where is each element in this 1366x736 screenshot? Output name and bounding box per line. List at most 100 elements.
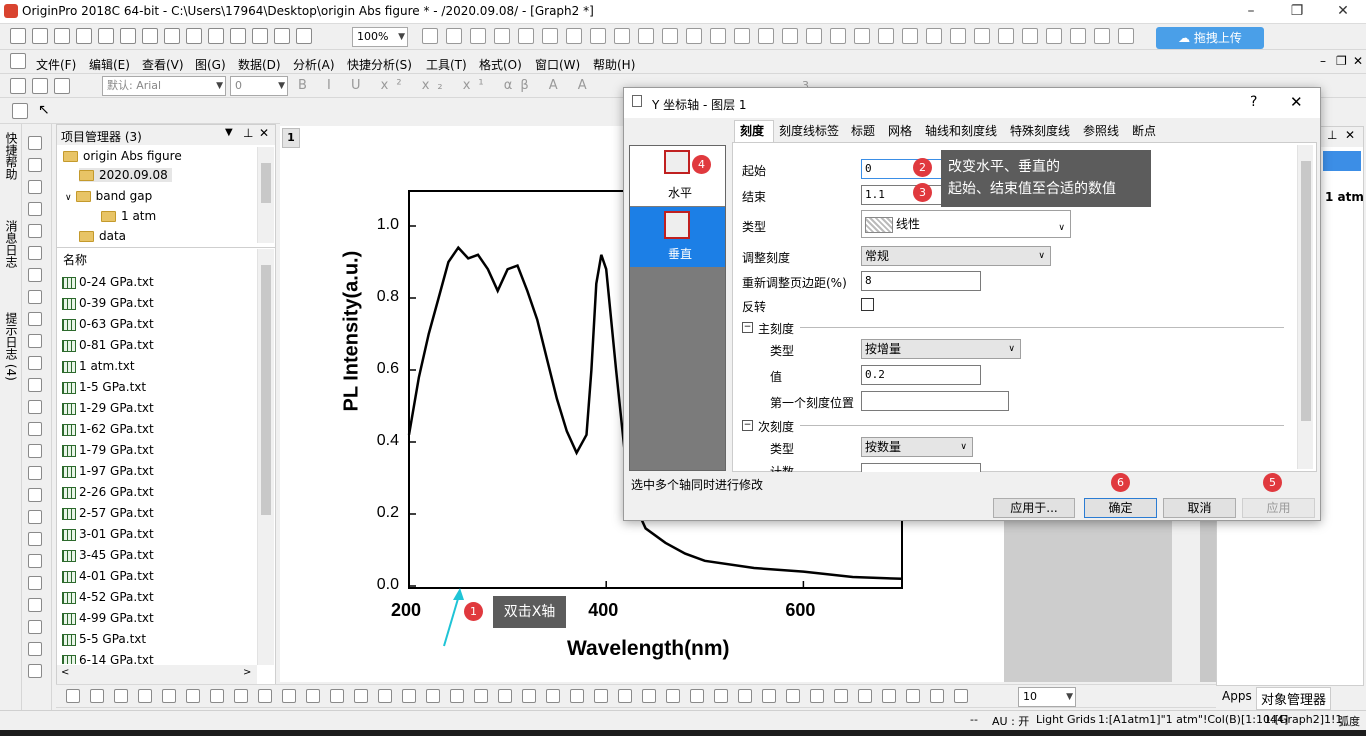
bottom-toolbar-icon[interactable] [282, 689, 296, 703]
rescale-select[interactable]: 常规 ∨ [861, 246, 1051, 266]
list-hscrollbar[interactable]: < > [57, 665, 257, 685]
side-tab-messages[interactable]: 消息日志 [4, 220, 18, 268]
tool-button-icon[interactable] [28, 620, 42, 634]
tab-grid[interactable]: 网格 [888, 124, 913, 138]
bottom-toolbar-icon[interactable] [546, 689, 560, 703]
side-tab-quick-help[interactable]: 快捷帮助 [4, 132, 18, 180]
file-list-item[interactable]: 0-24 GPa.txt [62, 272, 154, 293]
tool-button-icon[interactable] [28, 158, 42, 172]
pin-icon[interactable]: ▼ [225, 127, 233, 138]
chevron-right-icon[interactable]: > [243, 667, 252, 678]
toolbar-button-icon[interactable] [710, 28, 726, 44]
toolbar-button-icon[interactable] [494, 28, 510, 44]
bottom-toolbar-icon[interactable] [474, 689, 488, 703]
bottom-toolbar-icon[interactable] [690, 689, 704, 703]
tool-button-icon[interactable] [28, 422, 42, 436]
tool-button-icon[interactable] [28, 290, 42, 304]
upload-button[interactable]: ☁ 拖拽上传 [1156, 27, 1264, 49]
maximize-button[interactable]: ❐ [1290, 3, 1304, 19]
minor-type-select[interactable]: 按数量 ∨ [861, 437, 973, 457]
tab-object-manager[interactable]: 对象管理器 [1256, 687, 1332, 710]
type-select[interactable]: 线性 ∨ [861, 210, 1071, 238]
file-list-item[interactable]: 1-29 GPa.txt [62, 398, 154, 419]
tool-button-icon[interactable] [28, 488, 42, 502]
bottom-toolbar-icon[interactable] [450, 689, 464, 703]
tab-reference-lines[interactable]: 参照线 [1083, 124, 1120, 138]
tool-button-icon[interactable] [28, 510, 42, 524]
bottom-toolbar-icon[interactable] [402, 689, 416, 703]
toolbar-button-icon[interactable] [422, 28, 438, 44]
menu-format[interactable]: 格式(O) [479, 58, 522, 72]
bottom-toolbar-icon[interactable] [906, 689, 920, 703]
tab-tick-labels[interactable]: 刻度线标签 [779, 124, 840, 138]
chevron-down-icon[interactable]: ∨ [65, 193, 72, 203]
bottom-toolbar-icon[interactable] [114, 689, 128, 703]
file-list-item[interactable]: 1-62 GPa.txt [62, 419, 154, 440]
ok-button[interactable]: 确定 [1084, 498, 1157, 518]
dock-icon[interactable]: ⊥ [243, 126, 254, 140]
tool-button-icon[interactable] [28, 598, 42, 612]
pl-curve[interactable] [407, 245, 903, 581]
toolbar-button-icon[interactable] [806, 28, 822, 44]
tab-line-ticks[interactable]: 轴线和刻度线 [925, 124, 998, 138]
tool-button-icon[interactable] [28, 466, 42, 480]
toolbar-button-icon[interactable] [878, 28, 894, 44]
y-axis-title[interactable]: PL Intensity(a.u.) [340, 250, 363, 412]
bottom-toolbar-icon[interactable] [66, 689, 80, 703]
menu-view[interactable]: 查看(V) [142, 58, 184, 72]
toolbar-button-icon[interactable] [566, 28, 582, 44]
toolbar-button-icon[interactable] [164, 28, 180, 44]
tab-title[interactable]: 标题 [851, 124, 876, 138]
toolbar-button-icon[interactable] [230, 28, 246, 44]
bottom-toolbar-icon[interactable] [858, 689, 872, 703]
bottom-toolbar-icon[interactable] [930, 689, 944, 703]
scroll-thumb[interactable] [261, 265, 271, 515]
toolbar-button-icon[interactable] [1070, 28, 1086, 44]
status-au[interactable]: AU : 开 [992, 715, 1030, 728]
menu-file[interactable]: 文件(F) [36, 58, 77, 72]
bottom-toolbar-icon[interactable] [378, 689, 392, 703]
chevron-left-icon[interactable]: < [61, 667, 70, 678]
toolbar-button-icon[interactable] [208, 28, 224, 44]
tool-button-icon[interactable] [28, 378, 42, 392]
mdi-restore[interactable]: ❐ [1336, 54, 1347, 68]
paste-icon[interactable] [54, 78, 70, 94]
file-list-item[interactable]: 4-01 GPa.txt [62, 566, 154, 587]
bottom-toolbar-icon[interactable] [786, 689, 800, 703]
toolbar-button-icon[interactable] [470, 28, 486, 44]
fit-page-icon[interactable] [12, 103, 28, 119]
minimize-button[interactable]: – [1247, 3, 1255, 19]
bottom-toolbar-icon[interactable] [570, 689, 584, 703]
file-list-item[interactable]: 1-5 GPa.txt [62, 377, 146, 398]
file-list-item[interactable]: 1-97 GPa.txt [62, 461, 154, 482]
axis-vertical[interactable]: 垂直 [630, 207, 725, 267]
file-list-item[interactable]: 1-79 GPa.txt [62, 440, 154, 461]
file-list-item[interactable]: 0-63 GPa.txt [62, 314, 154, 335]
bottom-toolbar-icon[interactable] [258, 689, 272, 703]
tab-special-ticks[interactable]: 特殊刻度线 [1010, 124, 1071, 138]
toolbar-button-icon[interactable] [542, 28, 558, 44]
bottom-toolbar-icon[interactable] [210, 689, 224, 703]
toolbar-button-icon[interactable] [1022, 28, 1038, 44]
toolbar-button-icon[interactable] [662, 28, 678, 44]
toolbar-button-icon[interactable] [830, 28, 846, 44]
status-grid[interactable]: Light Grids [1036, 713, 1096, 726]
toolbar-button-icon[interactable] [10, 28, 26, 44]
bottom-toolbar-icon[interactable] [426, 689, 440, 703]
bottom-toolbar-icon[interactable] [954, 689, 968, 703]
bottom-toolbar-icon[interactable] [762, 689, 776, 703]
toolbar-button-icon[interactable] [998, 28, 1014, 44]
status-unit[interactable]: 弧度 [1338, 715, 1360, 728]
font-size-combo[interactable]: 0 ▼ [230, 76, 288, 96]
menu-analysis[interactable]: 分析(A) [293, 58, 335, 72]
toolbar-button-icon[interactable] [252, 28, 268, 44]
file-list-item[interactable]: 5-5 GPa.txt [62, 629, 146, 650]
major-type-select[interactable]: 按增量 ∨ [861, 339, 1021, 359]
menu-edit[interactable]: 编辑(E) [89, 58, 130, 72]
bottom-toolbar-icon[interactable] [522, 689, 536, 703]
bottom-toolbar-icon[interactable] [306, 689, 320, 703]
file-list-item[interactable]: 0-39 GPa.txt [62, 293, 154, 314]
menu-quick-analysis[interactable]: 快捷分析(S) [347, 58, 412, 72]
apply-button[interactable]: 应用 [1242, 498, 1315, 518]
cut-icon[interactable] [32, 78, 48, 94]
